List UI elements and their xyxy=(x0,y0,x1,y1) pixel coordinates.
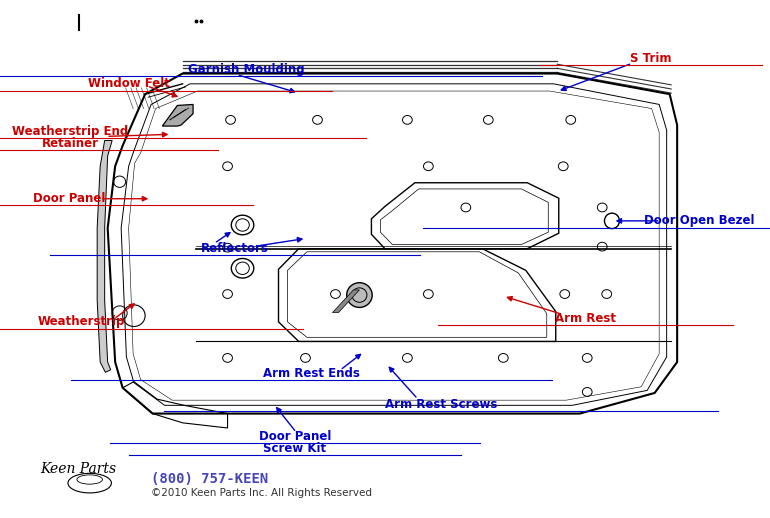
Ellipse shape xyxy=(346,283,372,307)
Text: Reflectors: Reflectors xyxy=(201,242,269,255)
Text: Door Open Bezel: Door Open Bezel xyxy=(644,214,755,227)
Text: Door Panel: Door Panel xyxy=(259,430,331,443)
Text: Weatherstrip End: Weatherstrip End xyxy=(12,125,129,138)
Text: Retainer: Retainer xyxy=(42,137,99,150)
Text: Arm Rest Ends: Arm Rest Ends xyxy=(263,367,360,380)
Polygon shape xyxy=(333,290,360,312)
Text: Arm Rest: Arm Rest xyxy=(555,312,616,325)
Text: Arm Rest Screws: Arm Rest Screws xyxy=(385,398,497,411)
Text: Garnish Moulding: Garnish Moulding xyxy=(188,63,305,76)
Polygon shape xyxy=(162,105,193,126)
Text: Window Felt: Window Felt xyxy=(88,77,169,90)
Text: Keen Parts: Keen Parts xyxy=(40,462,116,476)
Text: Weatherstrip: Weatherstrip xyxy=(38,315,125,328)
Text: ©2010 Keen Parts Inc. All Rights Reserved: ©2010 Keen Parts Inc. All Rights Reserve… xyxy=(151,488,372,498)
Text: S Trim: S Trim xyxy=(630,52,671,65)
Polygon shape xyxy=(97,140,112,372)
Text: Door Panel: Door Panel xyxy=(32,192,105,205)
Text: (800) 757-KEEN: (800) 757-KEEN xyxy=(151,472,269,486)
Text: Screw Kit: Screw Kit xyxy=(263,442,326,455)
